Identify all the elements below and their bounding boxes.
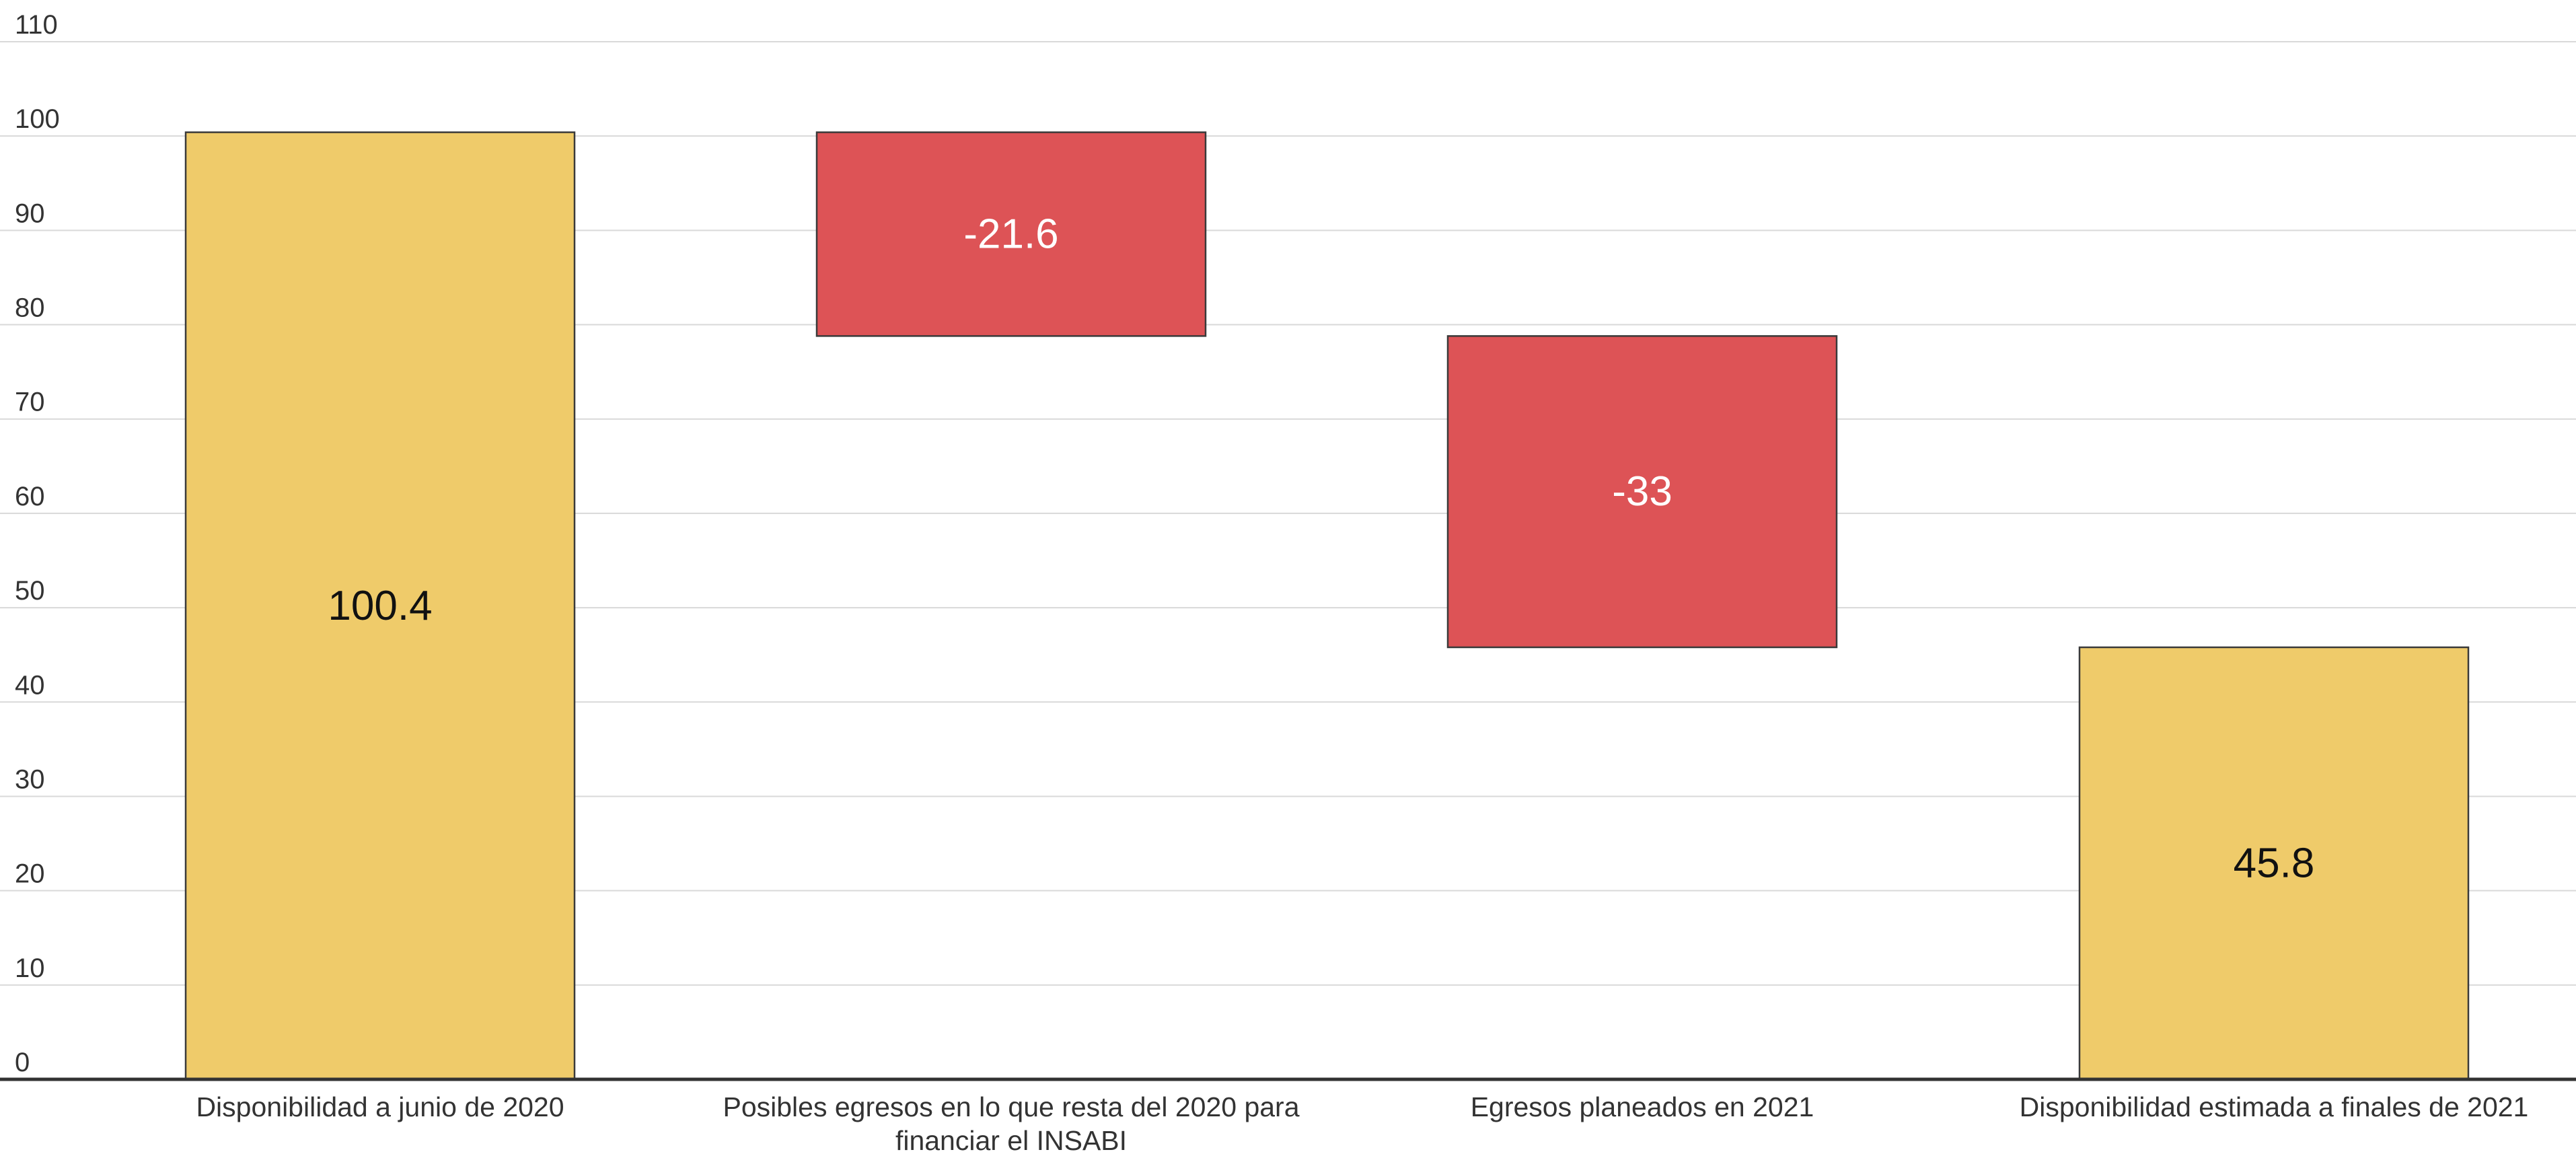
- data-label: -33: [1612, 468, 1672, 515]
- y-tick-label: 50: [15, 576, 45, 606]
- data-label: 100.4: [328, 583, 432, 629]
- y-tick-label: 80: [15, 293, 45, 323]
- y-tick-label: 20: [15, 859, 45, 889]
- data-labels: 100.4 -21.6 -33 45.8: [328, 211, 2314, 886]
- bar: [184, 131, 576, 1081]
- bar: [2078, 646, 2470, 1081]
- x-category-label: Posibles egresos en lo que resta del 202…: [723, 1091, 1299, 1152]
- y-tick-label: 0: [15, 1048, 30, 1077]
- y-tick-label: 60: [15, 482, 45, 511]
- y-tick-label: 30: [15, 764, 45, 794]
- x-axis-categories: Disponibilidad a junio de 2020 Posibles e…: [196, 1091, 2528, 1152]
- data-label: -21.6: [963, 211, 1058, 257]
- y-tick-label: 70: [15, 388, 45, 417]
- y-tick-label: 10: [15, 953, 45, 983]
- x-category-label: Egresos planeados en 2021: [1471, 1091, 1814, 1122]
- bar: [1446, 335, 1838, 649]
- y-axis-ticks: 0 10 20 30 40 50 60 70 80 90 100 110: [15, 10, 60, 1077]
- y-tick-label: 110: [15, 10, 58, 40]
- bars: [184, 131, 2470, 1081]
- bar: [815, 131, 1207, 337]
- data-label: 45.8: [2234, 840, 2315, 886]
- y-tick-label: 40: [15, 670, 45, 700]
- x-category-label: Disponibilidad estimada a finales de 202…: [2020, 1091, 2529, 1122]
- y-tick-label: 100: [15, 104, 60, 134]
- y-tick-label: 90: [15, 199, 45, 228]
- x-category-label: Disponibilidad a junio de 2020: [196, 1091, 564, 1122]
